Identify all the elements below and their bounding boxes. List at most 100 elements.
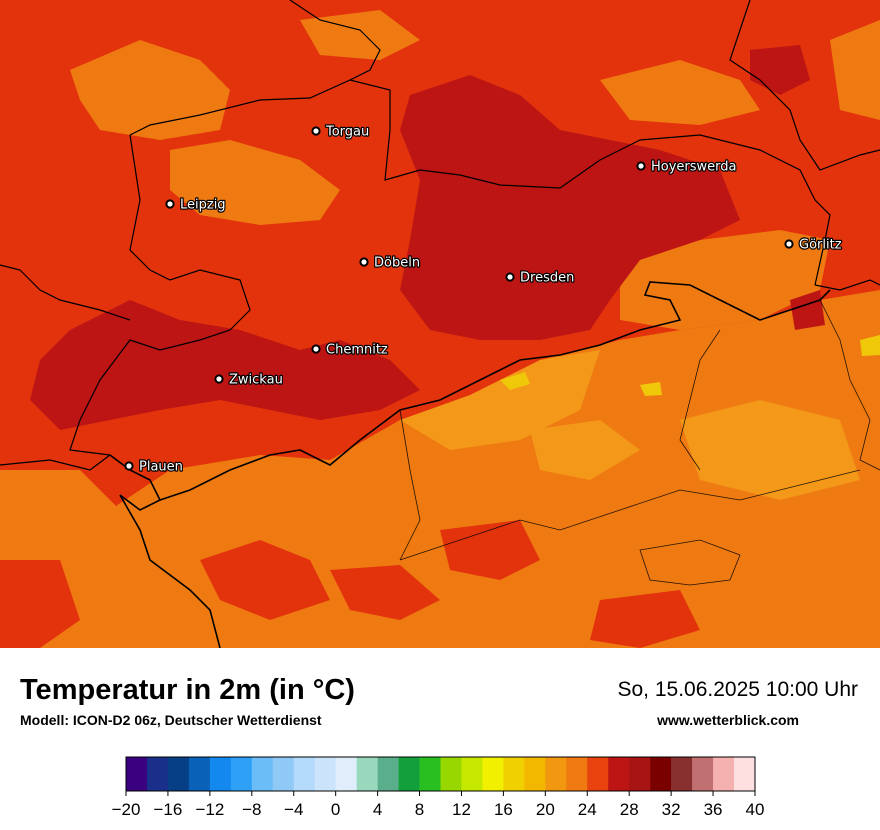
temperature-patch-south-3 (590, 590, 700, 648)
legend-tick-label: −8 (242, 800, 261, 819)
legend-swatch (188, 757, 211, 791)
city-label: Leipzig (180, 198, 226, 213)
legend-swatch (440, 757, 462, 791)
website-link[interactable]: www.wetterblick.com (657, 712, 799, 728)
temperature-hot-central (400, 75, 740, 340)
legend-swatch (482, 757, 504, 791)
legend-tick-label: −12 (195, 800, 224, 819)
legend-swatch (650, 757, 672, 791)
city-marker: Döbeln (359, 254, 421, 272)
legend-swatch (335, 757, 357, 791)
legend-swatch (356, 757, 378, 791)
city-marker: Leipzig (165, 196, 227, 214)
city-dot (505, 272, 515, 282)
legend-swatch (167, 757, 190, 791)
temperature-map: Torgau Leipzig Hoyerswerda Görlitz Döbeln Dre… (0, 0, 880, 648)
temperature-hot-ne (750, 45, 810, 95)
city-marker: Chemnitz (311, 341, 389, 359)
legend-tick-label: 16 (494, 800, 513, 819)
national-borders (109, 281, 831, 648)
border-sachsen-north (129, 79, 831, 286)
border-sachsen-west (69, 134, 251, 456)
temperature-hot-west (30, 300, 420, 430)
city-marker: Görlitz (784, 236, 843, 254)
city-label: Zwickau (229, 373, 283, 388)
legend-swatch (146, 757, 169, 791)
legend-swatch (461, 757, 483, 791)
legend-tick-label: 4 (373, 800, 382, 819)
city-dot (165, 199, 175, 209)
legend-tick-label: 8 (415, 800, 424, 819)
city-label: Döbeln (374, 256, 420, 271)
border-district-5 (819, 299, 880, 471)
city-dot (636, 161, 646, 171)
border-czech-north (159, 281, 831, 501)
temperature-patch-south-5 (330, 565, 440, 620)
temperature-area-ne (830, 20, 880, 120)
border-north-top (289, 0, 381, 81)
legend-tick-label: 28 (620, 800, 639, 819)
city-label: Görlitz (799, 238, 842, 253)
legend-tick-label: −20 (112, 800, 141, 819)
city-marker: Dresden (505, 269, 576, 287)
temperature-area-north-1 (70, 40, 230, 140)
legend-swatch (713, 757, 735, 791)
border-bavaria (0, 454, 111, 471)
legend-swatch (272, 757, 295, 791)
legend-tick-label: 20 (536, 800, 555, 819)
temperature-patch-warm-3 (530, 420, 640, 480)
city-dot (124, 461, 134, 471)
district-borders (399, 299, 880, 586)
state-borders (0, 0, 880, 471)
legend-tick-label: −16 (154, 800, 183, 819)
temperature-hot-se (790, 290, 825, 330)
border-district-4 (679, 329, 721, 471)
legend-swatch (251, 757, 274, 791)
legend-tick-label: 36 (704, 800, 723, 819)
legend-ticks: −20 −16 −12 −8 −4 0 4 8 12 16 20 24 28 32 36 40 (112, 791, 765, 819)
legend-swatch (503, 757, 525, 791)
city-dot (214, 374, 224, 384)
forecast-datetime: So, 15.06.2025 10:00 Uhr (617, 678, 858, 701)
legend-swatch (419, 757, 441, 791)
city-marker: Torgau (311, 123, 370, 141)
legend-colorbar (125, 756, 756, 792)
legend-swatch (398, 757, 420, 791)
legend-swatch (314, 757, 336, 791)
temperature-patch-south-1 (200, 540, 330, 620)
legend-tick-label: 12 (452, 800, 471, 819)
city-dot (311, 126, 321, 136)
legend-tick-label: 40 (746, 800, 765, 819)
legend-swatch (377, 757, 399, 791)
border-district-3 (639, 539, 741, 586)
legend-frame (125, 756, 756, 792)
legend-swatch (230, 757, 253, 791)
legend-swatch (734, 757, 756, 791)
border-brandenburg-pl (729, 0, 880, 171)
city-marker: Hoyerswerda (636, 158, 738, 176)
legend-swatch (671, 757, 693, 791)
legend-swatch (608, 757, 630, 791)
map-title: Temperatur in 2m (in °C) (20, 674, 355, 706)
legend-swatch (587, 757, 609, 791)
temperature-patch-warm-1 (400, 350, 600, 450)
city-label: Chemnitz (326, 343, 388, 358)
temperature-patch-yellow-1 (500, 372, 530, 390)
legend-swatch (692, 757, 714, 791)
city-marker: Plauen (124, 458, 184, 476)
legend-tick-label: 32 (662, 800, 681, 819)
temperature-patch-south-4 (0, 560, 80, 648)
city-dot (311, 344, 321, 354)
city-label: Torgau (325, 125, 369, 140)
border-east-pl (814, 279, 880, 291)
legend-tick-label: 24 (578, 800, 597, 819)
temperature-area-north-2 (170, 140, 340, 225)
footer: Temperatur in 2m (in °C) Modell: ICON-D2… (0, 648, 880, 830)
model-info: Modell: ICON-D2 06z, Deutscher Wetterdie… (20, 712, 322, 728)
temperature-area-north-4 (600, 60, 760, 125)
legend-tick-label: −4 (284, 800, 303, 819)
legend-swatch (629, 757, 651, 791)
border-czech (109, 454, 221, 648)
legend-swatch (566, 757, 588, 791)
legend-swatch (524, 757, 546, 791)
